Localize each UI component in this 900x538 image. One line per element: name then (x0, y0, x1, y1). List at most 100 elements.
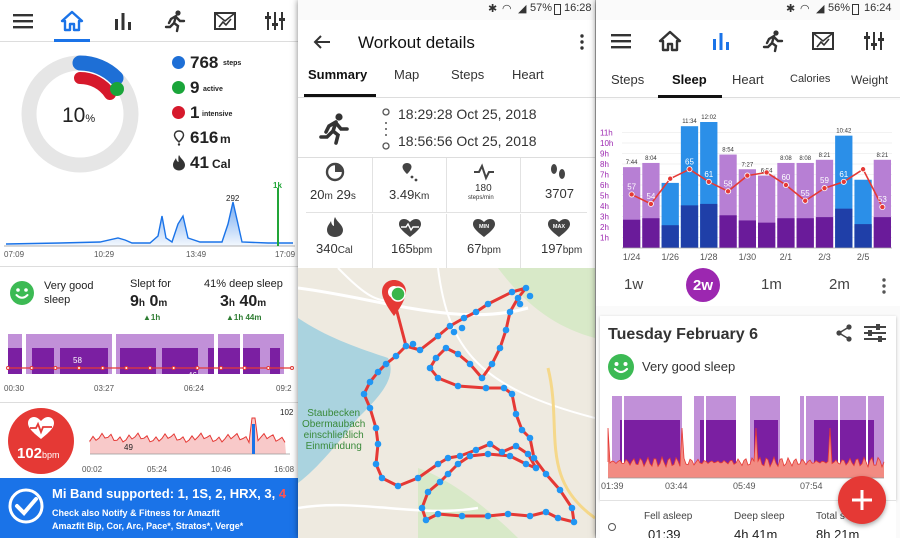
deep-percent-point (667, 175, 674, 182)
route-point (434, 374, 442, 382)
steps-line (5, 201, 293, 245)
deep-percent-label: 53 (878, 195, 887, 204)
bluetooth-icon: ✱ (488, 3, 498, 15)
mail-chart-icon[interactable] (212, 10, 238, 32)
x-tick: 01:39 (601, 481, 624, 491)
heart-pulse-icon (27, 416, 55, 440)
back-arrow-icon[interactable] (310, 30, 334, 54)
share-icon[interactable] (834, 322, 854, 344)
range-2m[interactable]: 2m (829, 276, 850, 293)
tab-map[interactable]: Map (394, 67, 420, 82)
awake-block (214, 334, 218, 374)
route-point (526, 434, 534, 442)
bar-top-label: 11:34 (682, 119, 697, 125)
add-fab[interactable] (838, 476, 886, 524)
route-point (416, 346, 424, 354)
tab-summary[interactable]: Summary (308, 67, 368, 82)
range-2w[interactable]: 2w (686, 268, 720, 302)
overview-screen: 10% 768 steps 9 active 1 intensive 616 m (0, 0, 298, 538)
more-vert-icon[interactable] (576, 32, 588, 52)
x-tick: 03:27 (94, 384, 115, 393)
range-1m[interactable]: 1m (761, 276, 782, 293)
bar-top-label: 8:21 (877, 153, 889, 159)
tab-weight[interactable]: Weight (851, 73, 889, 87)
mail-chart-icon[interactable] (810, 30, 836, 52)
heart-max-label: 102 (280, 408, 294, 417)
tab-heart[interactable]: Heart (732, 72, 764, 87)
route-point (570, 518, 578, 526)
x-tick: 09:2 (276, 384, 292, 393)
bluetooth-icon: ✱ (786, 3, 796, 15)
timer-icon (325, 162, 345, 182)
deep-sleep-bar (680, 205, 699, 248)
home-icon[interactable] (656, 28, 684, 54)
x-tick: 00:02 (82, 465, 103, 474)
y-tick-label: 10h (600, 139, 613, 148)
flame-icon (172, 154, 186, 171)
tab-calories[interactable]: Calories (790, 73, 831, 85)
active-dot-icon (172, 81, 185, 94)
awake-block (608, 396, 612, 474)
route-point (482, 384, 490, 392)
tune-icon[interactable] (862, 322, 888, 344)
range-1w[interactable]: 1w (624, 276, 644, 293)
active-tab-indicator (658, 95, 722, 98)
deep-sleep-bar (854, 224, 872, 248)
heart-rate-point (6, 366, 10, 370)
equalizer-icon[interactable] (262, 10, 288, 32)
y-tick-label: 8h (600, 160, 609, 169)
deep-percent-point (782, 182, 789, 189)
route-point (422, 516, 430, 524)
awake-block (22, 334, 26, 374)
deep-sleep-label: Deep sleep (734, 511, 785, 522)
cadence-unit: steps/min (468, 195, 494, 201)
x-tick: 13:49 (186, 250, 207, 259)
tab-sleep[interactable]: Sleep (672, 72, 707, 87)
route-map[interactable]: Staubecken Obermaubach einschließlich Ei… (298, 268, 595, 538)
home-icon[interactable] (58, 8, 86, 34)
route-point (466, 452, 474, 460)
heart-line (89, 417, 286, 445)
tab-heart[interactable]: Heart (512, 67, 544, 82)
sleep-bar-chart: 11h 10h 9h 8h 7h 6h 5h 4h 3h 2h 1h 7:44 8:04 11:34 12:… (596, 100, 900, 266)
sleep-summary[interactable]: Very good sleep Slept for 9h 0m ▲1h 41% … (0, 268, 298, 400)
y-tick-label: 2h (600, 223, 609, 232)
range-selector: 1w 2w 1m 2m (596, 266, 900, 306)
avg-heart-metric: 165bpm (372, 214, 446, 268)
route-point (526, 292, 534, 300)
more-vert-icon[interactable] (878, 276, 890, 296)
menu-icon[interactable] (10, 10, 36, 32)
runner-icon[interactable] (760, 29, 786, 53)
runner-icon[interactable] (162, 9, 188, 33)
stats-list: 768 steps 9 active 1 intensive 616 m 41 … (170, 52, 290, 176)
bar-top-label: 8:54 (722, 148, 734, 154)
bar-chart-icon[interactable] (708, 30, 734, 52)
bar-chart-icon[interactable] (110, 10, 136, 32)
route-point (374, 440, 382, 448)
menu-icon[interactable] (608, 30, 634, 52)
intensive-value: 1 (190, 103, 200, 122)
route-point (496, 344, 504, 352)
deep-percent-label: 58 (724, 179, 733, 188)
promo-banner[interactable]: Mi Band supported: 1, 1S, 2, HRX, 3, 4 C… (0, 478, 298, 538)
cadence-icon (473, 163, 495, 181)
app-bar: Workout details Summary Map Steps Heart (298, 20, 595, 98)
divider (306, 212, 587, 213)
heart-summary[interactable]: 102bpm 102 49 00:02 05:24 10:46 16:08 (0, 404, 298, 478)
awake-block (866, 396, 868, 474)
equalizer-icon[interactable] (861, 30, 887, 52)
heart-area (608, 428, 884, 478)
heart-rate-point (29, 366, 34, 370)
sleep-quality-text: Very good sleep (44, 280, 94, 306)
awake-block (704, 396, 706, 474)
heart-rate-point (171, 366, 176, 370)
svg-text:MIN: MIN (479, 224, 489, 230)
x-tick: 07:54 (800, 481, 823, 491)
steps-metric: 3707 (520, 158, 595, 212)
tab-steps[interactable]: Steps (611, 72, 645, 87)
smiley-icon (608, 354, 634, 380)
route-point (366, 404, 374, 412)
tab-steps[interactable]: Steps (451, 67, 485, 82)
route-point (366, 378, 374, 386)
awake-block (284, 334, 292, 374)
